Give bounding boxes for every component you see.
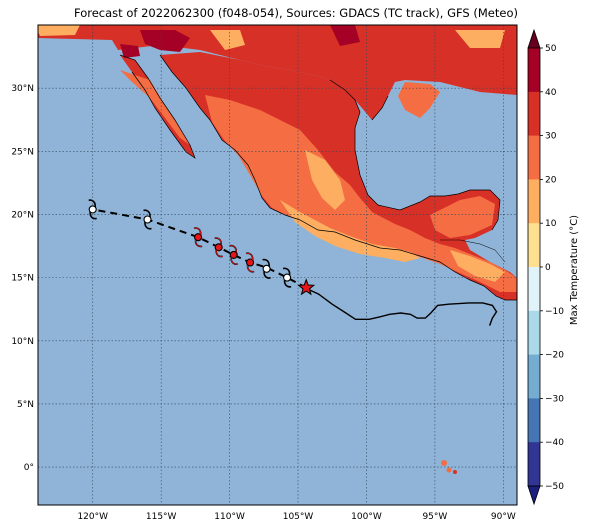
- colorbar-tick-label: 20: [545, 175, 557, 185]
- colorbar-tick-label: 50: [545, 44, 557, 54]
- colorbar-tick-label: 40: [545, 88, 557, 98]
- cyclone-symbol-icon: [245, 252, 255, 273]
- forecast-track-line: [92, 208, 307, 289]
- colorbar-top-extend: [527, 28, 541, 49]
- colorbar-tick-label: 10: [545, 219, 557, 229]
- colorbar-tick-label: −10: [545, 307, 564, 317]
- map-title: Forecast of 2022062300 (f048-054), Sourc…: [74, 6, 518, 20]
- map-frame: [37, 24, 518, 506]
- cyclone-symbol-icon: [282, 267, 292, 288]
- lon-tick-label: 120°W: [77, 512, 108, 522]
- lon-tick-label: 110°W: [214, 512, 245, 522]
- graticule: [38, 25, 517, 505]
- lat-tick-label: 25°N: [11, 147, 34, 157]
- cyclone-symbol-icon: [229, 244, 238, 265]
- colorbar-segment: [528, 354, 540, 399]
- colorbar-label-box: Max Temperature (°C): [565, 140, 585, 400]
- lat-tick-label: 0°: [24, 463, 34, 473]
- coastlines: [119, 54, 517, 301]
- cyclone-symbol-icon: [262, 258, 271, 279]
- colorbar-tick-label: −40: [545, 438, 564, 448]
- colorbar-tick-label: −50: [545, 482, 564, 492]
- colorbar-bottom-extend: [527, 485, 541, 506]
- lon-tick-label: 105°W: [283, 512, 314, 522]
- past-track-line: [304, 287, 498, 326]
- colorbar-tick-label: −20: [545, 351, 564, 361]
- colorbar-segment: [528, 267, 540, 312]
- lon-tick-label: 95°W: [422, 512, 447, 522]
- cyclone-symbol-icon: [193, 227, 203, 248]
- colorbar-segment: [528, 310, 540, 356]
- cyclone-forecast-markers: [88, 199, 316, 296]
- colorbar-segment: [528, 135, 540, 180]
- cyclone-track: [92, 208, 498, 326]
- colorbar-tick-label: 30: [545, 132, 557, 142]
- colorbar-label: Max Temperature (°C): [569, 215, 580, 325]
- lon-tick-label: 100°W: [351, 512, 382, 522]
- lat-tick-label: 5°N: [17, 400, 34, 410]
- axis-ticks: 30°N 25°N 20°N 15°N 10°N 5°N 0° 120°W 115°W 110°W…: [11, 84, 516, 522]
- colorbar-segment: [528, 223, 540, 268]
- current-position-star-icon: [297, 278, 316, 296]
- colorbar-tick-label: 0: [545, 263, 551, 273]
- lat-tick-label: 15°N: [11, 274, 34, 284]
- colorbar-segment: [528, 179, 540, 224]
- colorbar-segment: [528, 398, 540, 443]
- colorbar-segment: [528, 442, 540, 487]
- lon-tick-label: 90°W: [491, 512, 516, 522]
- lon-tick-label: 115°W: [146, 512, 177, 522]
- lat-tick-label: 10°N: [11, 337, 34, 347]
- colorbar-segment: [528, 91, 540, 137]
- colorbar: 50 40 30 20 10 0 −10 −20 −30 −40 −50: [527, 28, 564, 506]
- cyclone-symbol-icon: [88, 199, 97, 220]
- cyclone-symbol-icon: [143, 209, 152, 230]
- lat-tick-label: 30°N: [11, 84, 34, 94]
- lat-tick-label: 20°N: [11, 210, 34, 220]
- cyclone-symbol-icon: [214, 237, 223, 258]
- colorbar-segment: [528, 48, 540, 93]
- colorbar-tick-label: −30: [545, 394, 564, 404]
